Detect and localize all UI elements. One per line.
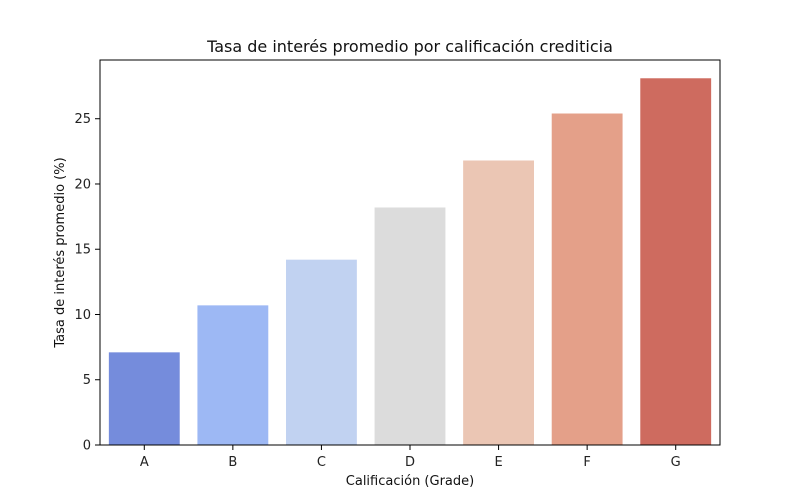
y-tick-label: 5 [83,373,91,388]
y-tick-label: 25 [74,112,91,127]
x-axis-label: Calificación (Grade) [346,474,474,489]
bar-c [286,259,357,445]
bars-group [108,78,712,446]
x-tick-label: A [140,455,149,470]
bar-g [640,78,712,446]
x-tick-label: G [671,455,681,470]
bar-b [197,305,269,445]
plot-frame [99,59,721,446]
bar-f [551,113,623,445]
y-tick-label: 0 [83,439,91,454]
y-axis-label: Tasa de interés promedio (%) [53,157,68,348]
chart-title: Tasa de interés promedio por calificació… [206,37,613,56]
x-tick-label: C [317,455,326,470]
bar-e [463,160,534,446]
y-tick-label: 20 [74,177,91,192]
y-tick-label: 15 [74,243,91,258]
x-tick-label: D [405,455,415,470]
x-tick-label: F [583,455,590,470]
x-ticks-group: A B C D E F G [140,445,681,470]
bar-d [374,207,446,445]
x-tick-label: E [494,455,502,470]
bar-a [108,352,180,445]
y-ticks-group: 0 5 10 15 20 25 [74,112,100,454]
y-tick-label: 10 [74,308,91,323]
x-tick-label: B [228,455,237,470]
